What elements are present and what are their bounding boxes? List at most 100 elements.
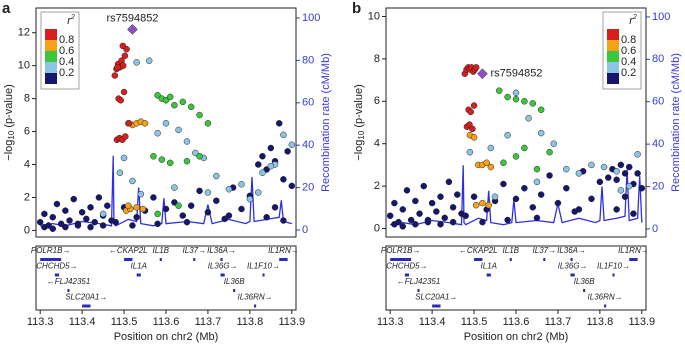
snp-point xyxy=(512,153,520,160)
gene-label: IL36RN→ xyxy=(588,293,623,302)
snp-point xyxy=(179,212,187,219)
snp-point xyxy=(554,199,562,207)
y-tick-label: 10 xyxy=(18,60,30,72)
snp-point xyxy=(613,176,620,183)
y-tick-label: 12 xyxy=(18,27,30,39)
snp-point xyxy=(533,165,541,173)
snp-point xyxy=(213,172,220,180)
y-tick-label: 6 xyxy=(374,95,380,107)
snp-point xyxy=(441,214,448,222)
snp-point xyxy=(166,159,174,167)
snp-point xyxy=(78,209,86,216)
snp-point xyxy=(500,159,507,167)
snp-point xyxy=(263,213,270,221)
snp-point xyxy=(403,187,411,194)
gene-bar xyxy=(279,258,288,261)
snp-point xyxy=(437,193,444,200)
legend-tick-label: 0.4 xyxy=(59,56,74,68)
lead-snp xyxy=(477,68,488,80)
snp-point xyxy=(91,218,98,226)
snp-point xyxy=(470,102,478,109)
snp-point xyxy=(495,87,503,94)
snp-point xyxy=(512,195,520,203)
legend-swatch xyxy=(607,62,619,73)
lead-snp-label: rs7594852 xyxy=(106,12,158,24)
y2-tick-label: 20 xyxy=(652,180,664,192)
snp-point xyxy=(428,199,436,207)
snp-point xyxy=(122,133,129,140)
snp-point xyxy=(99,210,107,218)
snp-point xyxy=(638,184,646,192)
snp-point xyxy=(470,193,478,200)
snp-point xyxy=(412,221,419,228)
snp-point xyxy=(563,165,570,173)
gene-bar xyxy=(82,304,91,308)
snp-point xyxy=(139,205,147,213)
legend-tick-label: 0.4 xyxy=(621,56,636,68)
y2-tick-label: 40 xyxy=(652,138,664,150)
gene-label: IL36B xyxy=(574,277,596,286)
snp-point xyxy=(613,168,620,175)
gene-label: IL36G→ xyxy=(208,262,238,271)
gene-bar xyxy=(543,258,546,261)
y-label-sub: 10 xyxy=(7,130,16,139)
x-tick-label: 113.4 xyxy=(69,316,96,328)
y-tick-label: 4 xyxy=(374,138,380,150)
y-tick-label: 0 xyxy=(374,222,380,234)
snp-point xyxy=(588,161,595,169)
snp-point xyxy=(550,140,557,147)
snp-point xyxy=(158,156,166,163)
gene-bar xyxy=(233,289,236,292)
y2-axis-label: Recombination rate (cM/Mb) xyxy=(670,53,682,192)
panel-label: b xyxy=(352,0,361,17)
x-tick-label: 113.9 xyxy=(628,316,655,328)
x-tick-label: 113.5 xyxy=(461,316,488,328)
snp-point xyxy=(196,111,203,119)
gene-label: IL1F10→ xyxy=(597,262,630,271)
snp-point xyxy=(187,103,195,111)
y-tick-label: 0 xyxy=(24,224,30,236)
snp-point xyxy=(119,42,127,50)
x-tick-label: 113.8 xyxy=(237,316,264,328)
snp-point xyxy=(445,178,453,186)
snp-point xyxy=(104,202,111,209)
legend-swatch xyxy=(607,40,619,51)
y-label-part: (p-value) xyxy=(353,84,365,130)
snp-point xyxy=(472,64,480,71)
snp-point xyxy=(129,222,136,229)
gene-label: IL1RN→ xyxy=(618,246,649,255)
snp-point xyxy=(117,97,124,104)
snp-point xyxy=(154,210,161,218)
snp-point xyxy=(605,174,612,181)
snp-point xyxy=(41,210,48,218)
snp-point xyxy=(196,187,203,195)
snp-point xyxy=(479,218,486,226)
snp-point xyxy=(204,189,212,196)
gene-label: IL1B xyxy=(153,246,170,255)
legend-swatch xyxy=(45,73,57,84)
gene-label: IL36B xyxy=(224,277,246,286)
snp-point xyxy=(399,206,407,213)
gene-label: CHCHD5→ xyxy=(36,262,77,271)
snp-point xyxy=(280,131,287,139)
legend-swatch xyxy=(607,51,619,62)
snp-point xyxy=(433,208,440,215)
y-label-part: −log xyxy=(3,140,15,161)
snp-point xyxy=(462,212,469,220)
gene-bar xyxy=(509,258,512,261)
gene-bar xyxy=(612,273,615,277)
legend-tick-label: 0.8 xyxy=(59,34,74,46)
gene-label: IL36RN→ xyxy=(238,293,273,302)
gene-bar xyxy=(54,273,60,277)
legend-swatch xyxy=(45,40,57,51)
y-tick-label: 8 xyxy=(374,53,380,65)
snp-point xyxy=(120,88,128,96)
snp-point xyxy=(133,59,140,66)
snp-point xyxy=(533,214,541,222)
snp-point xyxy=(150,194,157,201)
snp-point xyxy=(171,184,178,191)
snp-point xyxy=(525,115,532,122)
snp-point xyxy=(120,154,128,162)
y-tick-label: 4 xyxy=(24,158,30,170)
recombination-line xyxy=(40,155,292,227)
